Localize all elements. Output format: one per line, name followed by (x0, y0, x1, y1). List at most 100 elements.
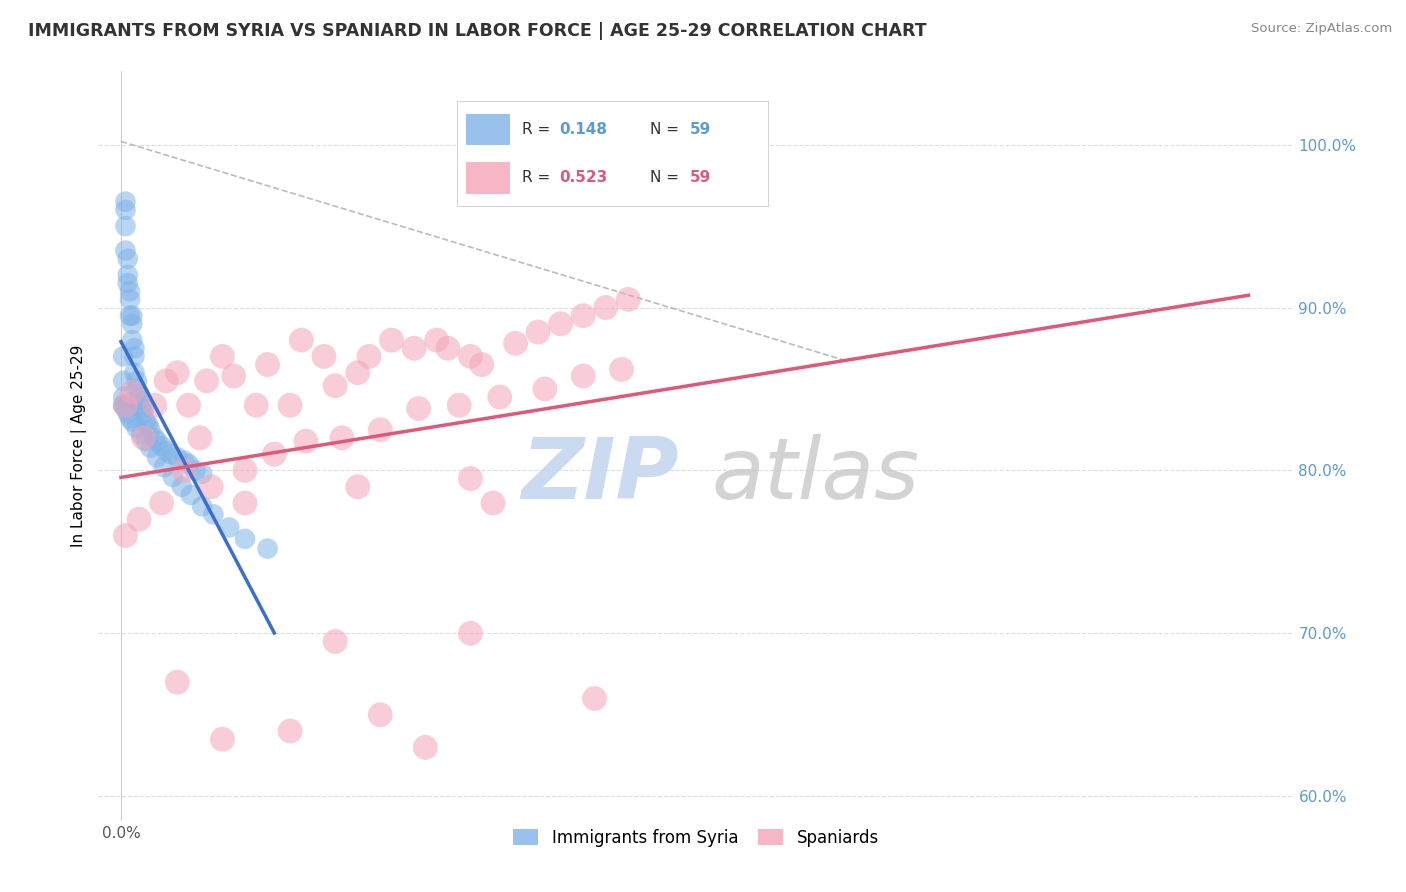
Point (124, 350, 146, 364)
Point (312, 350, 335, 364)
Point (146, 450, 169, 465)
Point (162, 470, 184, 484)
Point (124, 341, 146, 355)
Point (610, 362, 633, 376)
Point (114, 398, 136, 412)
Point (121, 415, 143, 429)
Point (170, 480, 193, 494)
Point (177, 457, 200, 471)
Point (121, 317, 143, 331)
Point (150, 496, 173, 510)
Point (233, 463, 256, 477)
Point (534, 382, 557, 396)
Text: ZIP: ZIP (522, 434, 679, 517)
Point (188, 431, 211, 445)
Point (323, 378, 346, 392)
Point (117, 406, 139, 420)
Point (143, 398, 166, 412)
Point (437, 341, 460, 355)
Point (114, 401, 136, 416)
Point (218, 520, 240, 534)
Point (408, 401, 430, 416)
Point (233, 496, 256, 510)
Point (173, 453, 195, 467)
Point (117, 268, 139, 282)
Point (166, 366, 188, 380)
Point (118, 309, 141, 323)
Point (572, 368, 595, 383)
Point (118, 293, 141, 307)
Point (155, 374, 177, 388)
Point (150, 439, 173, 453)
Point (295, 434, 318, 449)
Point (112, 350, 135, 364)
Point (114, 219, 136, 233)
Point (125, 382, 148, 396)
Point (191, 467, 214, 481)
Point (114, 194, 136, 209)
Point (118, 285, 141, 299)
Point (132, 406, 155, 420)
Point (482, 496, 505, 510)
Point (488, 390, 510, 404)
Point (527, 325, 550, 339)
Point (449, 398, 471, 412)
Text: Source: ZipAtlas.com: Source: ZipAtlas.com (1251, 22, 1392, 36)
Y-axis label: In Labor Force | Age 25-29: In Labor Force | Age 25-29 (72, 345, 87, 547)
Point (505, 336, 527, 351)
Point (114, 202, 136, 217)
Point (135, 415, 157, 429)
Point (460, 472, 482, 486)
Point (124, 366, 146, 380)
Point (117, 276, 139, 290)
Text: atlas: atlas (711, 434, 920, 517)
Point (233, 532, 256, 546)
Point (368, 707, 391, 722)
Point (426, 333, 449, 347)
Point (572, 309, 595, 323)
Point (346, 480, 368, 494)
Text: IMMIGRANTS FROM SYRIA VS SPANIARD IN LABOR FORCE | AGE 25-29 CORRELATION CHART: IMMIGRANTS FROM SYRIA VS SPANIARD IN LAB… (28, 22, 927, 40)
Point (159, 447, 181, 461)
Point (135, 434, 157, 449)
Point (357, 350, 380, 364)
Point (112, 398, 135, 412)
Point (118, 411, 141, 425)
Point (211, 732, 233, 747)
Point (125, 421, 148, 435)
Point (139, 423, 162, 437)
Point (166, 450, 188, 465)
Point (550, 317, 572, 331)
Legend: Immigrants from Syria, Spaniards: Immigrants from Syria, Spaniards (506, 822, 886, 854)
Point (132, 431, 155, 445)
Point (146, 434, 169, 449)
Point (617, 293, 640, 307)
Point (128, 387, 150, 401)
Point (460, 350, 482, 364)
Point (166, 675, 188, 690)
Point (128, 512, 150, 526)
Point (200, 480, 222, 494)
Point (125, 374, 148, 388)
Point (245, 398, 267, 412)
Point (121, 385, 143, 400)
Point (278, 724, 301, 739)
Point (114, 244, 136, 258)
Point (256, 358, 278, 372)
Point (583, 691, 606, 706)
Point (177, 398, 200, 412)
Point (195, 374, 218, 388)
Point (121, 309, 143, 323)
Point (129, 398, 152, 412)
Point (415, 740, 437, 755)
Point (114, 528, 136, 542)
Point (180, 488, 202, 502)
Point (136, 417, 159, 432)
Point (263, 447, 285, 461)
Point (330, 431, 353, 445)
Point (380, 333, 402, 347)
Point (368, 423, 391, 437)
Point (278, 398, 301, 412)
Point (323, 634, 346, 648)
Point (184, 463, 207, 477)
